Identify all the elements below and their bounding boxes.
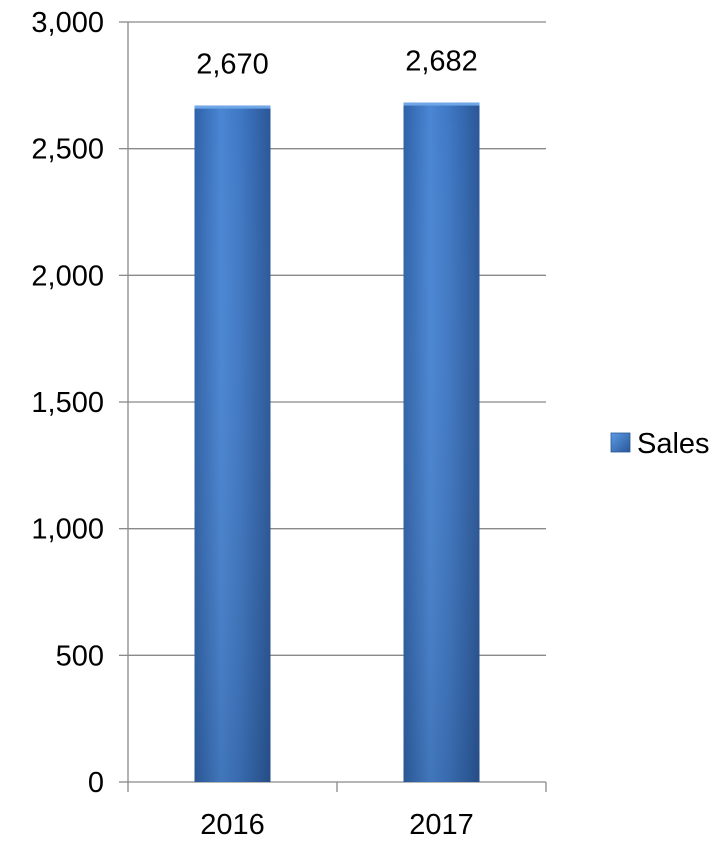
x-tick-label: 2016 [200,809,265,841]
data-label-2016: 2,670 [196,49,269,81]
legend-swatch-sales [610,432,631,453]
y-tick-label: 1,000 [31,514,104,546]
y-tick-label: 500 [56,640,104,672]
bar-shade-2017 [403,102,480,782]
y-tick-label: 0 [88,767,104,799]
legend: Sales [610,428,710,460]
y-tick-label: 3,000 [31,7,104,39]
bar-top-edge-2017 [403,102,480,106]
axes [119,21,547,792]
bar-top-edge-2016 [194,105,271,109]
data-label-2017: 2,682 [405,46,478,78]
labels: 0 500 1,000 1,500 2,000 2,500 3,000 2,670 2016 2,… [31,7,477,841]
y-tick-label: 2,500 [31,134,104,166]
legend-label-sales: Sales [637,428,710,460]
x-tick-label: 2017 [409,809,474,841]
y-tick-label: 2,000 [31,260,104,292]
bars [194,102,480,783]
bar-shade-2016 [194,105,271,783]
y-tick-label: 1,500 [31,387,104,419]
gridlines [128,21,546,656]
